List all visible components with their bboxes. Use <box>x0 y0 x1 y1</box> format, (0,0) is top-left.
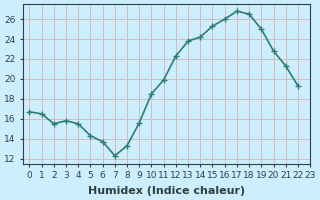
X-axis label: Humidex (Indice chaleur): Humidex (Indice chaleur) <box>88 186 245 196</box>
